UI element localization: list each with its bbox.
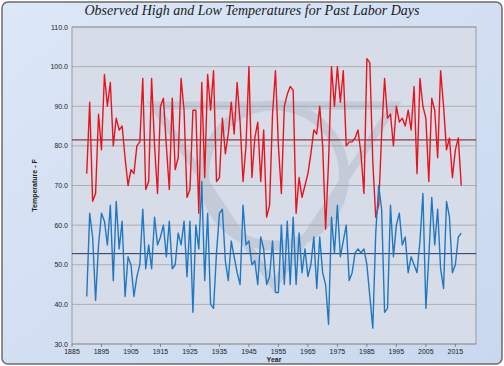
x-tick-label: 2005 xyxy=(418,348,434,355)
x-tick-label: 1945 xyxy=(241,348,257,355)
x-tick xyxy=(455,344,456,347)
data-group xyxy=(72,59,476,328)
x-tick xyxy=(189,344,190,347)
x-tick xyxy=(396,344,397,347)
y-tick-label: 110.0 xyxy=(51,24,68,31)
x-tick xyxy=(160,344,161,347)
y-tick-label: 60.0 xyxy=(54,222,68,229)
x-tick-label: 1955 xyxy=(271,348,287,355)
chart: 30.0 40.0 50.0 60.0 70.0 80.0 90.0 100.0 110.0 18… xyxy=(0,0,504,366)
y-tick-label: 70.0 xyxy=(54,182,68,189)
average-line xyxy=(72,253,476,254)
grid-line xyxy=(72,304,476,305)
x-axis-label: Year xyxy=(267,356,282,363)
x-tick-label: 1915 xyxy=(153,348,169,355)
y-tick-label: 100.0 xyxy=(50,63,68,70)
page-bg xyxy=(0,0,504,366)
x-tick-label: 1995 xyxy=(389,348,405,355)
x-tick-label: 1905 xyxy=(123,348,139,355)
plot-area xyxy=(72,27,476,344)
x-tick xyxy=(219,344,220,347)
y-tick-label: 80.0 xyxy=(54,142,68,149)
x-tick xyxy=(337,344,338,347)
watermark xyxy=(204,106,344,246)
series-line xyxy=(87,182,462,329)
grid-line xyxy=(72,66,476,67)
grid-line xyxy=(72,27,476,28)
grid-line xyxy=(72,344,476,345)
y-tick-label: 90.0 xyxy=(54,103,68,110)
x-tick-label: 1895 xyxy=(94,348,110,355)
y-tick-label: 50.0 xyxy=(54,261,68,268)
x-tick-label: 1965 xyxy=(300,348,316,355)
x-tick-label: 1925 xyxy=(182,348,198,355)
x-tick xyxy=(72,344,73,347)
x-tick-label: 1975 xyxy=(330,348,346,355)
x-tick-label: 2015 xyxy=(448,348,464,355)
x-tick xyxy=(101,344,102,347)
y-tick-label: 30.0 xyxy=(54,341,68,348)
y-tick-label: 40.0 xyxy=(54,301,68,308)
x-tick xyxy=(130,344,131,347)
x-tick xyxy=(425,344,426,347)
title: Observed High and Low Temperatures for P… xyxy=(85,3,421,18)
outer-frame xyxy=(2,2,502,364)
x-tick xyxy=(366,344,367,347)
x-tick xyxy=(278,344,279,347)
x-tick xyxy=(248,344,249,347)
grid-line xyxy=(72,185,476,186)
y-axis-label: Temperature - F xyxy=(31,159,39,212)
x-tick-label: 1985 xyxy=(359,348,375,355)
x-tick-label: 1935 xyxy=(212,348,228,355)
series-line xyxy=(87,59,462,229)
x-tick xyxy=(307,344,308,347)
grid-line xyxy=(72,225,476,226)
x-tick-label: 1885 xyxy=(64,348,80,355)
